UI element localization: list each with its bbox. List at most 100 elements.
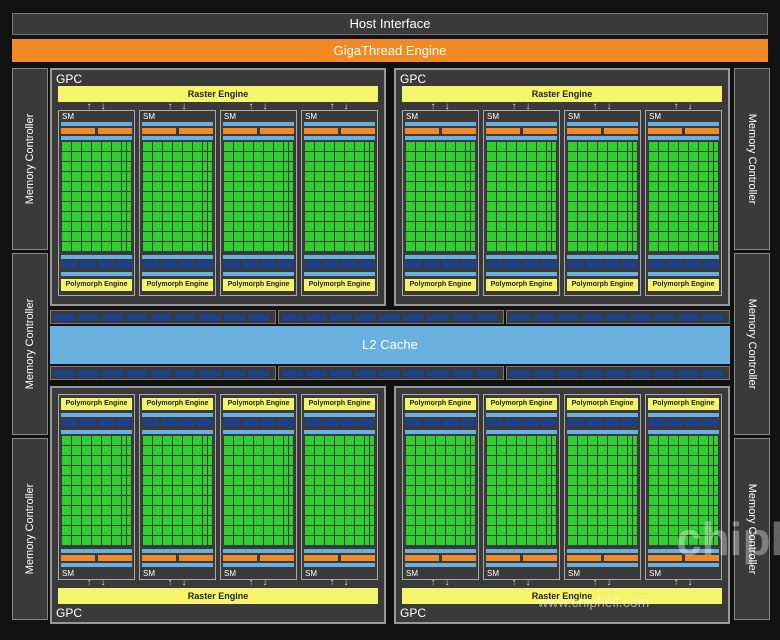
- instruction-cache: [648, 122, 719, 126]
- sfu-unit: [552, 162, 556, 171]
- arrow-up-icon: ↑: [592, 101, 598, 112]
- cuda-core: [163, 192, 172, 201]
- sfu-unit: [370, 506, 374, 515]
- cuda-core: [234, 466, 243, 475]
- cuda-core: [416, 162, 425, 171]
- sfu-unit: [127, 516, 131, 525]
- register-file: [567, 549, 638, 553]
- cuda-core: [659, 202, 668, 211]
- cuda-core: [669, 212, 678, 221]
- sfu-unit: [633, 456, 637, 465]
- cuda-core: [102, 182, 111, 191]
- cuda-core: [598, 242, 607, 251]
- l2-slice: [427, 314, 449, 321]
- cuda-core: [355, 436, 364, 445]
- cuda-core: [598, 142, 607, 151]
- shared-memory: [567, 413, 638, 417]
- cuda-core: [537, 192, 546, 201]
- sfu-unit: [289, 526, 293, 535]
- cuda-core: [649, 172, 658, 181]
- cuda-core: [669, 536, 678, 545]
- sfu-unit: [552, 446, 556, 455]
- cuda-core: [568, 516, 577, 525]
- cuda-core: [659, 446, 668, 455]
- cuda-core: [355, 172, 364, 181]
- cuda-core: [588, 506, 597, 515]
- cuda-core: [679, 526, 688, 535]
- gpc-block: GPC Raster Engine ↑ ↓ Polymorph Engine SM ↑ ↓ Po…: [394, 386, 730, 624]
- cuda-core: [254, 182, 263, 191]
- cuda-core: [264, 202, 273, 211]
- cuda-core: [406, 172, 415, 181]
- cuda-core: [224, 222, 233, 231]
- interconnect: [61, 255, 132, 259]
- cuda-core: [72, 476, 81, 485]
- cuda-core: [62, 242, 71, 251]
- l2-slice: [78, 314, 100, 321]
- sfu-unit: [471, 516, 475, 525]
- cuda-core: [325, 182, 334, 191]
- warp-scheduler: [685, 555, 719, 561]
- sfu-unit: [552, 526, 556, 535]
- memory-controller: Memory Controller: [734, 253, 770, 435]
- gpc-label: GPC: [56, 72, 83, 86]
- cuda-core: [163, 476, 172, 485]
- cuda-core: [112, 232, 121, 241]
- sfu-unit: [552, 466, 556, 475]
- load-store-unit: [203, 446, 207, 455]
- cuda-core: [315, 172, 324, 181]
- cuda-core: [335, 172, 344, 181]
- cuda-core: [345, 516, 354, 525]
- cuda-core: [456, 232, 465, 241]
- cuda-core: [274, 162, 283, 171]
- memory-controller-label: Memory Controller: [746, 298, 758, 390]
- cuda-core: [183, 172, 192, 181]
- sfu-unit: [633, 212, 637, 221]
- cuda-core: [456, 212, 465, 221]
- interconnect: [648, 255, 719, 259]
- sfu-unit: [471, 436, 475, 445]
- texture-unit: [323, 419, 339, 426]
- cuda-core: [193, 446, 202, 455]
- cuda-core: [608, 486, 617, 495]
- cuda-core: [669, 162, 678, 171]
- cuda-core: [456, 202, 465, 211]
- cuda-core: [598, 456, 607, 465]
- cuda-core: [416, 516, 425, 525]
- cuda-core: [406, 436, 415, 445]
- sfu-unit: [127, 446, 131, 455]
- cuda-core: [92, 212, 101, 221]
- sfu-unit: [370, 436, 374, 445]
- arrow-down-icon: ↓: [606, 577, 612, 588]
- cuda-core: [699, 506, 708, 515]
- cuda-core: [416, 192, 425, 201]
- cuda-core: [315, 142, 324, 151]
- cuda-core: [679, 142, 688, 151]
- sfu-unit: [208, 476, 212, 485]
- warp-scheduler: [98, 555, 132, 561]
- sfu-unit: [552, 436, 556, 445]
- cuda-core: [72, 162, 81, 171]
- cuda-core: [325, 506, 334, 515]
- sfu-unit: [289, 202, 293, 211]
- cuda-core: [578, 476, 587, 485]
- cuda-core: [143, 436, 152, 445]
- cuda-core: [669, 142, 678, 151]
- cuda-core: [689, 182, 698, 191]
- cuda-core: [173, 446, 182, 455]
- cuda-core: [659, 212, 668, 221]
- cuda-core: [659, 466, 668, 475]
- load-store-unit: [466, 466, 470, 475]
- warp-scheduler: [223, 128, 257, 134]
- sfu-unit: [471, 486, 475, 495]
- cuda-core: [224, 536, 233, 545]
- arrow-down-icon: ↓: [262, 101, 268, 112]
- texture-unit: [62, 419, 78, 426]
- load-store-unit: [547, 232, 551, 241]
- load-store-unit: [122, 182, 126, 191]
- l2-slice: [102, 370, 124, 377]
- cuda-core: [92, 172, 101, 181]
- load-store-unit: [466, 476, 470, 485]
- arrow-down-icon: ↓: [100, 101, 106, 112]
- cuda-core: [679, 182, 688, 191]
